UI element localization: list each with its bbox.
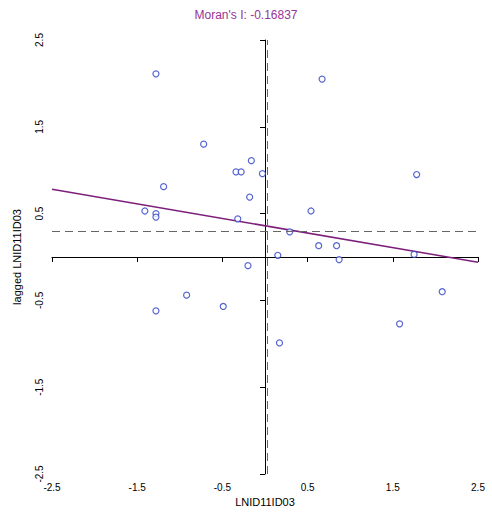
svg-text:LNID11ID03: LNID11ID03 xyxy=(235,496,295,508)
svg-text:-0.5: -0.5 xyxy=(34,291,45,309)
svg-text:2.5: 2.5 xyxy=(34,33,45,47)
svg-text:-0.5: -0.5 xyxy=(214,482,232,493)
svg-text:1.5: 1.5 xyxy=(34,119,45,133)
svg-text:0.5: 0.5 xyxy=(301,482,315,493)
svg-text:-1.5: -1.5 xyxy=(129,482,147,493)
svg-text:-2.5: -2.5 xyxy=(43,482,61,493)
svg-text:-1.5: -1.5 xyxy=(34,378,45,396)
svg-text:-2.5: -2.5 xyxy=(34,465,45,483)
svg-text:0.5: 0.5 xyxy=(34,206,45,220)
svg-text:1.5: 1.5 xyxy=(386,482,400,493)
svg-text:2.5: 2.5 xyxy=(471,482,485,493)
svg-text:Moran's I: -0.16837: Moran's I: -0.16837 xyxy=(194,8,297,22)
svg-text:lagged LNID11ID03: lagged LNID11ID03 xyxy=(11,209,23,305)
